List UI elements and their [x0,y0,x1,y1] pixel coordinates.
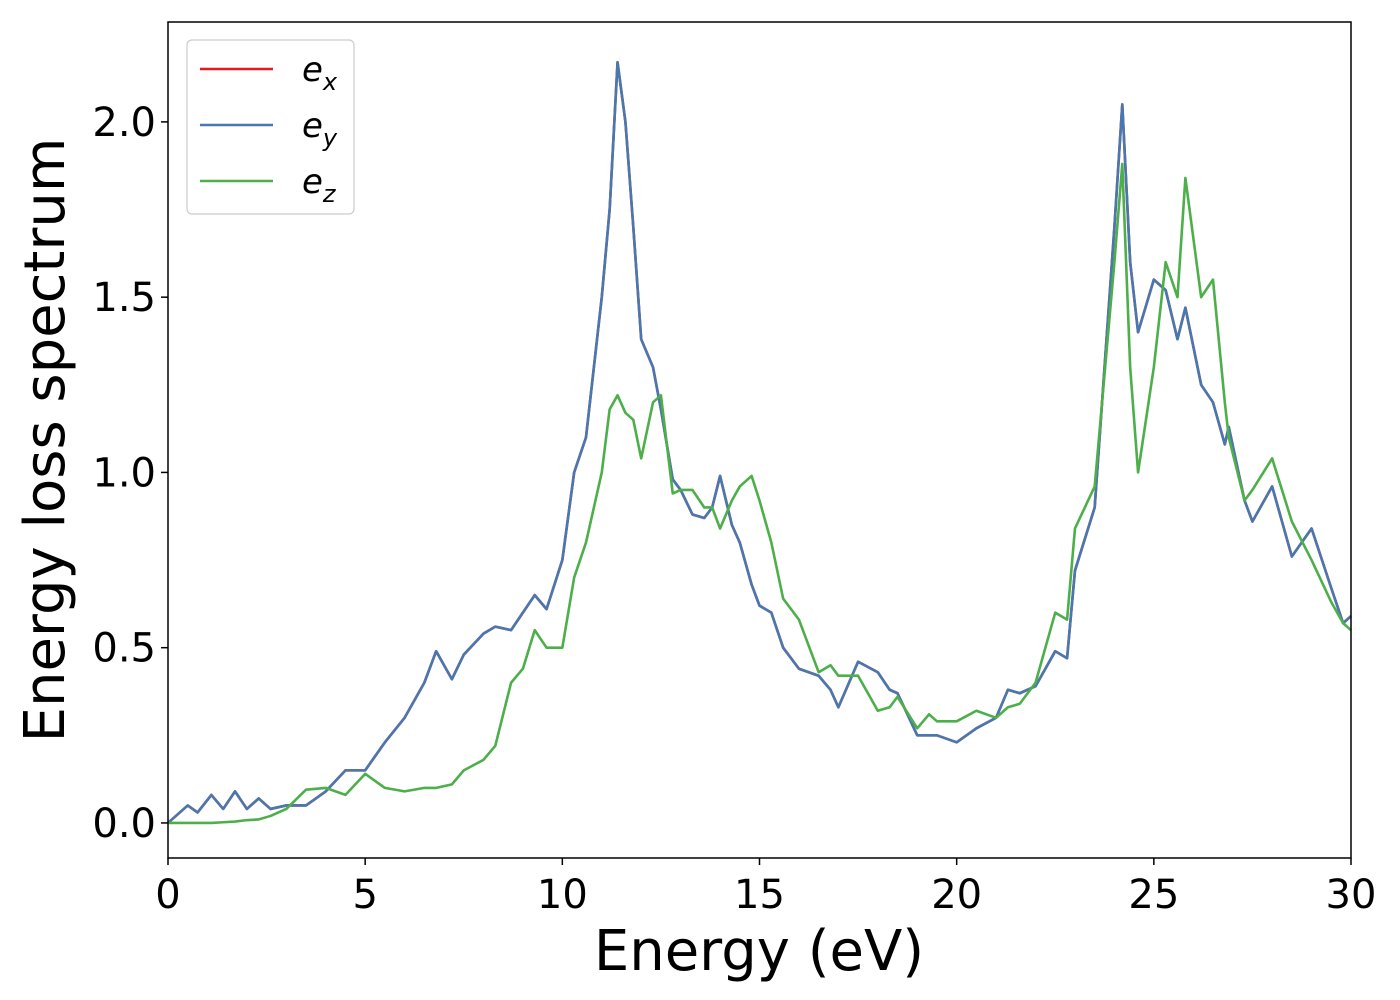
x-tick-label: 30 [1326,872,1377,918]
y-tick-label: 0.0 [92,801,156,847]
legend-label: ey [302,106,338,152]
x-tick-label: 20 [931,872,982,918]
y-tick-label: 1.0 [92,450,156,496]
x-tick-label: 0 [155,872,180,918]
series-line [167,61,1352,824]
series-line [168,162,1352,825]
plot-frame [167,21,1352,859]
x-tick-label: 25 [1128,872,1179,918]
y-tick-label: 1.5 [92,275,156,321]
legend-label: ez [302,162,337,208]
x-tick-label: 10 [537,872,588,918]
y-axis-label: Energy loss spectrum [13,138,78,743]
y-tick-label: 0.5 [92,626,156,672]
x-tick-label: 15 [734,872,785,918]
y-tick-label: 2.0 [92,100,156,146]
legend: ex ey ez [186,39,355,215]
x-tick-label: 5 [352,872,377,918]
x-axis-label: Energy (eV) [594,919,924,984]
legend-frame [186,39,355,215]
legend-label: ex [302,50,338,96]
